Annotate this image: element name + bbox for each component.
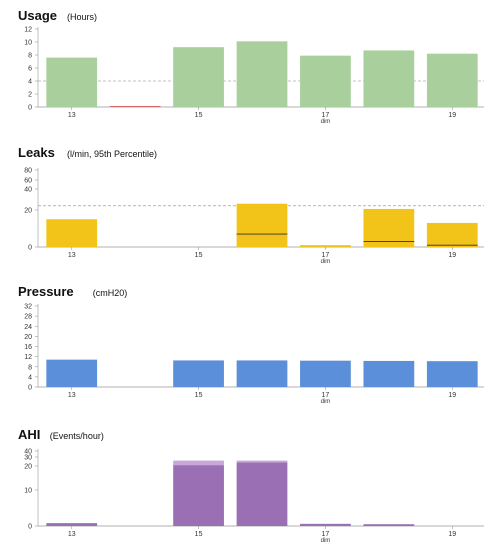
y-tick-label: 40: [24, 187, 32, 194]
y-tick-label: 0: [28, 105, 32, 112]
x-tick-label: 17: [322, 112, 330, 119]
x-tick-label: 15: [195, 252, 203, 259]
chart-panel-pressure: Pressure (cmH20) 0 4 8 12 16 20 24 28 32 13 15 17 19 di…: [18, 284, 484, 405]
bar: [426, 222, 478, 247]
chart-unit: (Events/hour): [50, 431, 104, 441]
bar: [426, 361, 478, 387]
bar: [300, 523, 351, 526]
bar: [109, 106, 161, 107]
bar-top-segment: [236, 460, 288, 463]
chart-panel-leaks: Leaks (l/min, 95th Percentile) 0 20 40 60 80 13…: [18, 145, 484, 265]
x-tick-label: 19: [448, 392, 456, 399]
bar: [46, 219, 98, 247]
y-tick-label: 16: [24, 344, 32, 351]
bar: [426, 53, 478, 107]
bar: [363, 50, 415, 107]
chart-unit: (Hours): [67, 12, 97, 22]
y-tick-label: 30: [24, 455, 32, 462]
x-tick-label: 19: [448, 252, 456, 259]
chart-title: Pressure: [18, 284, 74, 299]
bar: [300, 360, 351, 387]
y-tick-label: 24: [24, 324, 32, 331]
bar: [46, 57, 98, 107]
x-tick-label: 13: [68, 252, 76, 259]
y-tick-label: 0: [28, 524, 32, 531]
x-tick-label: 19: [448, 112, 456, 119]
bar: [173, 360, 224, 387]
y-tick-label: 4: [28, 79, 32, 86]
x-tick-label: 19: [448, 531, 456, 538]
y-tick-label: 20: [24, 334, 32, 341]
bar: [300, 245, 351, 247]
y-tick-label: 80: [24, 168, 32, 175]
x-tick-label: 17: [322, 252, 330, 259]
x-tick-label: 13: [68, 531, 76, 538]
chart-panel-usage: Usage (Hours) 0 2 4 6 8 10 12 13 15 17 19 dim: [18, 8, 484, 125]
y-tick-label: 12: [24, 354, 32, 361]
bar: [363, 360, 415, 387]
bar: [236, 41, 288, 107]
x-tick-label: 15: [195, 392, 203, 399]
x-tick-label: 17: [322, 392, 330, 399]
bar: [173, 465, 224, 526]
x-tick-label: 13: [68, 112, 76, 119]
bar-top-segment: [173, 460, 224, 466]
bar: [236, 462, 288, 526]
y-tick-label: 2: [28, 92, 32, 99]
chart-title: Usage: [18, 8, 57, 23]
y-tick-label: 8: [28, 364, 32, 371]
x-sub-label: dim: [321, 538, 331, 544]
y-tick-label: 0: [28, 245, 32, 252]
chart-unit: (cmH20): [93, 288, 128, 298]
x-sub-label: dim: [321, 259, 331, 265]
y-tick-label: 8: [28, 53, 32, 60]
y-tick-label: 28: [24, 314, 32, 321]
x-tick-label: 15: [195, 112, 203, 119]
x-sub-label: dim: [321, 119, 331, 125]
y-tick-label: 32: [24, 304, 32, 311]
x-tick-label: 15: [195, 531, 203, 538]
bar: [46, 523, 98, 526]
y-tick-label: 0: [28, 385, 32, 392]
bar: [173, 47, 224, 107]
y-tick-label: 10: [24, 488, 32, 495]
bar: [46, 359, 98, 387]
x-tick-label: 13: [68, 392, 76, 399]
bar: [236, 360, 288, 387]
y-tick-label: 10: [24, 40, 32, 47]
y-tick-label: 4: [28, 374, 32, 381]
x-tick-label: 17: [322, 531, 330, 538]
bar: [300, 55, 351, 107]
bar: [363, 208, 415, 247]
chart-title: Leaks: [18, 145, 55, 160]
bar: [363, 524, 415, 526]
y-tick-label: 6: [28, 66, 32, 73]
chart-title: AHI: [18, 427, 40, 442]
y-tick-label: 20: [24, 464, 32, 471]
y-tick-label: 60: [24, 178, 32, 185]
x-sub-label: dim: [321, 399, 331, 405]
y-tick-label: 20: [24, 208, 32, 215]
bar: [236, 203, 288, 247]
y-tick-label: 12: [24, 27, 32, 34]
y-tick-label: 40: [24, 449, 32, 456]
chart-unit: (l/min, 95th Percentile): [67, 149, 157, 159]
